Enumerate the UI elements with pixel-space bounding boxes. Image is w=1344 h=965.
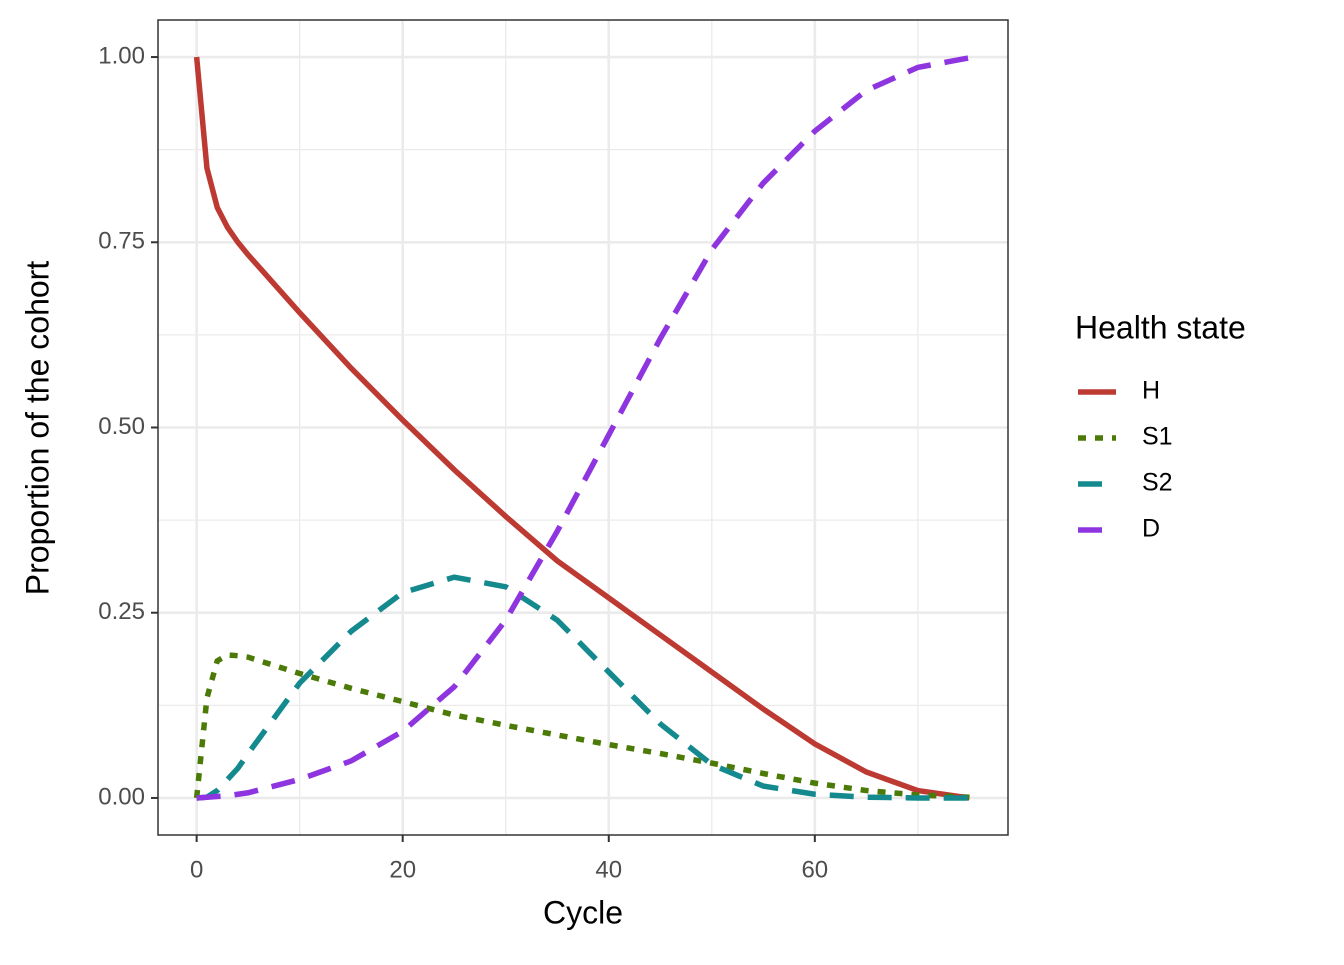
x-tick-label: 20 xyxy=(389,856,416,883)
y-tick-label: 0.25 xyxy=(98,598,145,625)
y-tick-label: 1.00 xyxy=(98,42,145,69)
line-series xyxy=(196,574,970,801)
legend-label: D xyxy=(1142,515,1160,543)
legend-label: H xyxy=(1142,377,1160,405)
legend-label: S2 xyxy=(1142,469,1173,497)
y-tick-label: 0.50 xyxy=(98,413,145,440)
line-series xyxy=(193,56,970,801)
line-series xyxy=(193,652,970,800)
legend-title: Health state xyxy=(1075,309,1246,345)
x-tick-label: 40 xyxy=(595,856,622,883)
x-tick-label: 60 xyxy=(801,856,828,883)
y-axis-title: Proportion of the cohort xyxy=(19,261,55,596)
y-tick-label: 0.00 xyxy=(98,783,145,810)
plot-border xyxy=(157,19,1009,836)
x-axis-title: Cycle xyxy=(543,894,623,930)
y-tick-label: 0.75 xyxy=(98,228,145,255)
legend-label: S1 xyxy=(1142,423,1173,451)
x-tick-label: 0 xyxy=(190,856,203,883)
